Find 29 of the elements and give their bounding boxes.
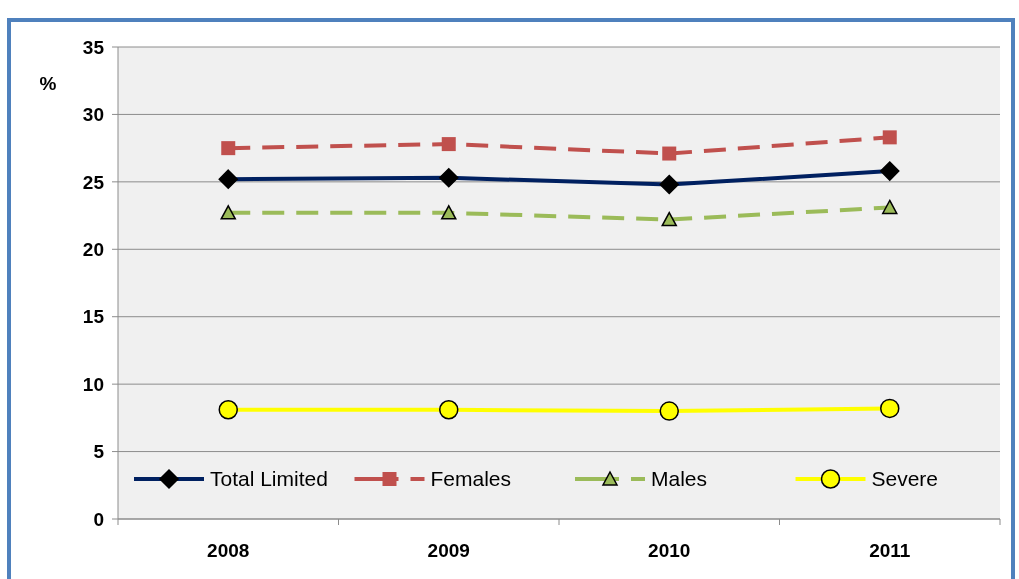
legend-label: Severe xyxy=(871,467,939,491)
x-tick-label: 2009 xyxy=(427,540,470,561)
point xyxy=(441,205,457,220)
x-tick-label: 2008 xyxy=(207,540,250,561)
point xyxy=(882,199,898,215)
point xyxy=(221,141,236,156)
y-tick-label: 5 xyxy=(93,441,105,463)
y-tick-label: 25 xyxy=(82,171,105,193)
legend-label: Total Limited xyxy=(210,467,328,491)
y-tick-label: 0 xyxy=(93,508,104,530)
point xyxy=(441,137,456,152)
point xyxy=(661,211,677,227)
point xyxy=(880,398,900,419)
point xyxy=(662,146,677,161)
y-tick-label: 20 xyxy=(82,238,104,260)
point xyxy=(220,205,236,220)
legend-label: Females xyxy=(430,467,512,491)
point xyxy=(659,401,679,421)
y-tick-label: 30 xyxy=(82,104,104,126)
point xyxy=(882,130,897,145)
y-tick-label: 10 xyxy=(82,373,104,395)
legend-label: Males xyxy=(651,467,708,491)
point xyxy=(439,400,459,420)
y-tick-label: 15 xyxy=(82,306,105,328)
x-tick-label: 2010 xyxy=(648,540,691,561)
y-axis-title: % xyxy=(39,73,57,94)
x-tick-label: 2011 xyxy=(869,540,911,561)
y-tick-label: 35 xyxy=(82,36,105,58)
point xyxy=(218,400,238,420)
